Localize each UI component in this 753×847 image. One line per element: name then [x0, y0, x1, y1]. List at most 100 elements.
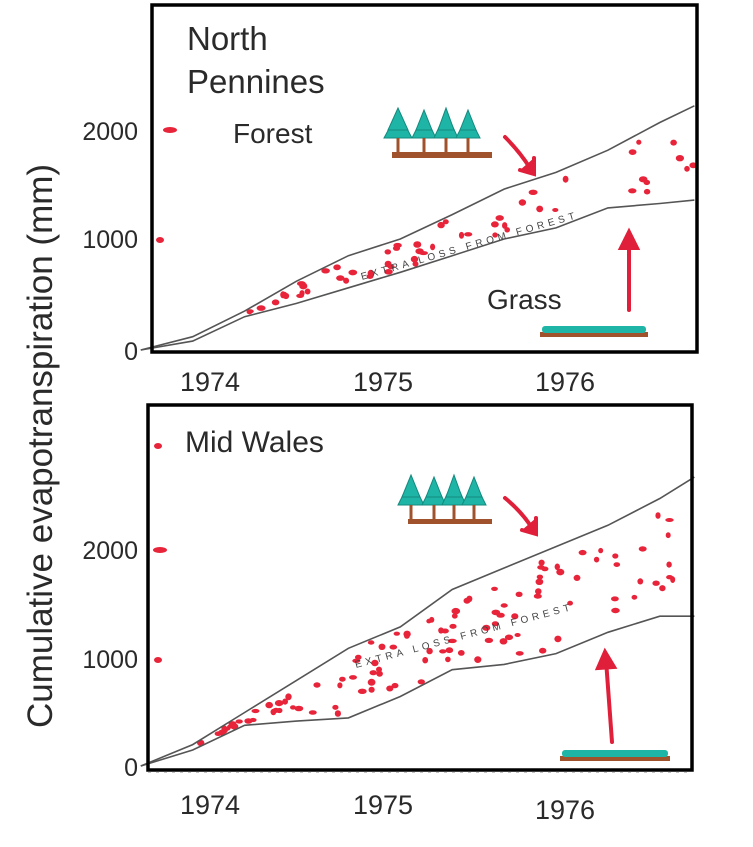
- extra-loss-dot: [492, 232, 498, 238]
- extra-loss-dot: [474, 656, 482, 663]
- panel-1-title-line-1: North: [187, 20, 268, 57]
- extra-loss-dot: [376, 670, 383, 677]
- panel-2-y-tick-2000: 2000: [82, 537, 138, 565]
- panel-1-x-tick-1976: 1976: [535, 367, 595, 397]
- extra-loss-dot: [299, 290, 305, 297]
- red-arrow-icon: [594, 647, 618, 744]
- extra-loss-dot: [536, 205, 544, 213]
- extra-loss-dot: [670, 139, 677, 146]
- extra-loss-dot: [499, 638, 508, 645]
- extra-loss-dot: [445, 647, 454, 654]
- extra-loss-dot: [282, 698, 288, 705]
- extra-loss-dot: [393, 242, 402, 248]
- grass-icon: [560, 750, 670, 761]
- extra-loss-dot: [343, 277, 350, 284]
- extra-loss-dot: [675, 155, 685, 162]
- extra-loss-dot: [611, 607, 620, 614]
- extra-loss-dot: [438, 627, 444, 634]
- extra-loss-dot: [384, 260, 392, 268]
- extra-loss-dot: [393, 631, 400, 636]
- paper-marks: [153, 127, 177, 663]
- extra-loss-dot: [556, 568, 565, 576]
- extra-loss-dot: [235, 719, 243, 724]
- extra-loss-dot: [528, 189, 538, 195]
- panel-1-y-tick-2000: 2000: [82, 118, 138, 146]
- extra-loss-dot: [665, 532, 671, 539]
- extra-loss-dot: [466, 595, 473, 602]
- extra-loss-dot: [333, 264, 341, 271]
- extra-loss-dot: [612, 553, 619, 559]
- extra-loss-dot: [457, 650, 465, 656]
- panel-1-x-tick-1974: 1974: [180, 367, 240, 397]
- extra-loss-dot: [504, 634, 514, 641]
- extra-loss-dot: [535, 588, 542, 595]
- extra-loss-dot: [567, 600, 573, 606]
- panel-1-x-tick-1975: 1975: [353, 367, 413, 397]
- extra-loss-dot: [684, 165, 690, 172]
- panel-1-dots: [246, 139, 697, 315]
- extra-loss-dot: [539, 647, 547, 654]
- extra-loss-dot: [643, 188, 651, 195]
- panel-2-x-tick-1976: 1976: [535, 795, 595, 825]
- extra-loss-dot: [337, 682, 343, 689]
- extra-loss-dot: [389, 644, 398, 650]
- extra-loss-dot: [638, 546, 647, 552]
- extra-loss-dot: [371, 659, 379, 667]
- panel-2-frame: [146, 403, 694, 772]
- extra-loss-dot: [339, 676, 346, 682]
- extra-loss-dot: [491, 621, 499, 627]
- extra-loss-dot: [369, 670, 378, 676]
- extra-loss-dot: [689, 162, 697, 169]
- extra-loss-dot: [484, 637, 494, 644]
- extra-loss-dot: [276, 707, 283, 714]
- extra-loss-dot: [281, 291, 288, 299]
- extra-loss-dot: [403, 630, 411, 638]
- extra-loss-dot: [413, 241, 422, 248]
- extra-loss-dot: [244, 718, 253, 724]
- extra-loss-dot: [274, 700, 284, 707]
- extra-loss-dot: [665, 518, 674, 522]
- grass-icon: [540, 326, 648, 337]
- panel-2-dots: [197, 512, 676, 747]
- panel-2-y-tick-1000: 1000: [82, 646, 138, 674]
- extra-loss-dot: [417, 679, 425, 685]
- extra-loss-dot: [367, 640, 375, 645]
- panel-2-y-tick-0: 0: [124, 754, 138, 782]
- extra-loss-dot: [636, 139, 642, 145]
- extra-loss-dot: [535, 578, 544, 585]
- panel-1-annotation: EXTRA LOSS FROM FOREST: [360, 210, 580, 283]
- extra-loss-dot: [419, 251, 428, 256]
- extra-loss-dot: [430, 243, 436, 251]
- extra-loss-dot: [628, 149, 637, 156]
- extra-loss-dot: [285, 693, 292, 701]
- extra-loss-dot: [367, 678, 376, 686]
- extra-loss-dot: [384, 269, 393, 275]
- extra-loss-dot: [265, 701, 274, 709]
- panel-1-frame: [150, 3, 699, 354]
- extra-loss-dot: [426, 618, 432, 624]
- extra-loss-dot: [562, 175, 569, 183]
- extra-loss-dot: [313, 682, 321, 688]
- panel-north-pennines: North Pennines Forest Grass EXTRA LOSS F…: [82, 3, 699, 397]
- extra-loss-dot: [355, 654, 362, 660]
- extra-loss-dot: [482, 624, 491, 631]
- panel-1-y-tick-0: 0: [124, 338, 138, 366]
- extra-loss-dot: [491, 586, 498, 592]
- panel-2-x-tick-1974: 1974: [180, 790, 240, 820]
- forest-icon: [397, 473, 492, 524]
- extra-loss-dot: [256, 305, 266, 311]
- extra-loss-dot: [246, 309, 253, 315]
- extra-loss-dot: [573, 574, 581, 582]
- extra-loss-dot: [504, 227, 511, 233]
- extra-loss-dot: [321, 268, 330, 274]
- extra-loss-dot: [495, 215, 504, 221]
- extra-loss-dot: [368, 686, 375, 693]
- extra-loss-dot: [449, 623, 457, 629]
- extra-loss-dot: [442, 219, 449, 225]
- extra-loss-dot: [598, 547, 604, 554]
- extra-loss-dot: [228, 721, 237, 727]
- extra-loss-dot: [637, 578, 644, 585]
- extra-loss-dot: [451, 613, 458, 619]
- panel-1-forest-line: [140, 105, 695, 351]
- extra-loss-dot: [422, 657, 429, 664]
